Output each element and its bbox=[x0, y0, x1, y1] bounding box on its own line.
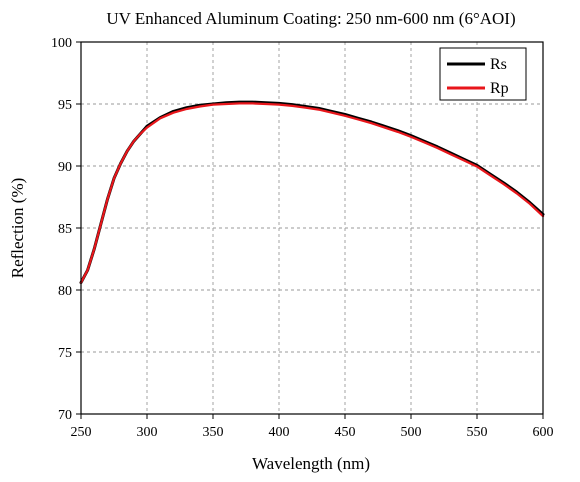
y-axis-label: Reflection (%) bbox=[8, 178, 27, 279]
plot-frame bbox=[80, 41, 544, 415]
x-tick-label: 600 bbox=[533, 425, 554, 440]
axis-ticks: 250 300 350 400 450 500 550 600 70 75 80 85 90 95 100 bbox=[51, 36, 554, 440]
x-tick-label: 500 bbox=[401, 425, 422, 440]
legend-label-rp: Rp bbox=[490, 80, 509, 97]
y-tick-label: 95 bbox=[58, 98, 72, 113]
chart-title: UV Enhanced Aluminum Coating: 250 nm-600… bbox=[106, 9, 515, 28]
x-tick-label: 400 bbox=[269, 425, 290, 440]
series-line-rs bbox=[79, 100, 545, 285]
series-line-rp bbox=[79, 102, 545, 284]
y-tick-label: 75 bbox=[58, 346, 72, 361]
y-tick-label: 80 bbox=[58, 284, 72, 299]
legend: Rs Rp bbox=[439, 47, 527, 101]
y-tick-label: 85 bbox=[58, 222, 72, 237]
x-tick-label: 550 bbox=[467, 425, 488, 440]
x-tick-label: 250 bbox=[71, 425, 92, 440]
x-tick-label: 300 bbox=[137, 425, 158, 440]
legend-box bbox=[439, 47, 527, 101]
x-tick-label: 350 bbox=[203, 425, 224, 440]
grid-lines bbox=[81, 42, 543, 414]
y-tick-label: 90 bbox=[58, 160, 72, 175]
x-axis-label: Wavelength (nm) bbox=[252, 454, 370, 473]
series-lines bbox=[79, 100, 545, 285]
y-tick-label: 70 bbox=[58, 408, 72, 423]
x-tick-label: 450 bbox=[335, 425, 356, 440]
y-tick-label: 100 bbox=[51, 36, 72, 51]
legend-label-rs: Rs bbox=[490, 56, 507, 73]
